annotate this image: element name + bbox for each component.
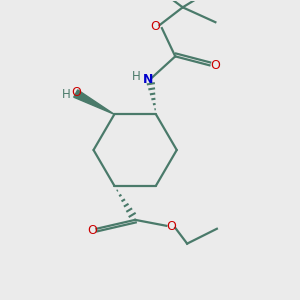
Polygon shape bbox=[74, 90, 114, 114]
Text: O: O bbox=[150, 20, 160, 33]
Text: O: O bbox=[167, 220, 176, 233]
Text: N: N bbox=[142, 73, 153, 86]
Text: H: H bbox=[132, 70, 141, 83]
Text: O: O bbox=[71, 85, 81, 98]
Text: H: H bbox=[62, 88, 70, 100]
Text: O: O bbox=[87, 224, 97, 237]
Text: O: O bbox=[210, 59, 220, 72]
